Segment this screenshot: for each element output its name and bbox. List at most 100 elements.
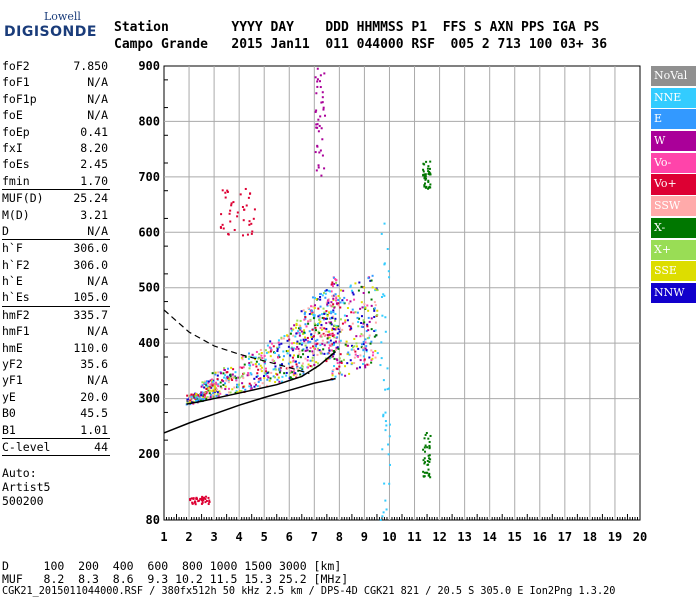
echo-dot — [190, 395, 193, 398]
echo-dot — [306, 339, 309, 342]
echo-dot — [328, 311, 331, 314]
echo-dot — [334, 348, 337, 351]
echo-dot — [335, 326, 338, 329]
echo-dot — [339, 318, 342, 321]
echo-dot — [249, 192, 252, 195]
echo-dot — [189, 399, 192, 402]
echo-dot — [383, 222, 386, 225]
echo-dot — [429, 173, 432, 176]
param-separator — [2, 455, 110, 457]
echo-dot — [278, 371, 281, 374]
echo-dot — [330, 290, 333, 293]
echo-dot — [217, 383, 220, 386]
echo-dot — [298, 353, 301, 356]
echo-dot — [266, 378, 269, 381]
echo-dot — [302, 353, 305, 356]
echo-dot — [189, 400, 192, 403]
echo-dot — [335, 340, 338, 343]
distance-row: D 100 200 400 600 800 1000 1500 3000 [km… — [2, 559, 342, 573]
echo-dot — [337, 302, 340, 305]
echo-dot — [217, 385, 220, 388]
echo-dot — [319, 320, 322, 323]
echo-dot — [207, 503, 210, 506]
echo-dot — [319, 298, 322, 301]
echo-dot — [320, 326, 323, 329]
echo-dot — [328, 321, 331, 324]
echo-dot — [372, 351, 375, 354]
param-label: yF2 — [2, 357, 23, 372]
echo-dot — [299, 373, 302, 376]
echo-dot — [329, 339, 332, 342]
echo-dot — [258, 385, 261, 388]
echo-dot — [276, 346, 279, 349]
echo-dot — [295, 366, 298, 369]
echo-dot — [374, 321, 377, 324]
echo-dot — [326, 334, 329, 337]
echo-dot — [361, 306, 364, 309]
echo-dot — [205, 398, 208, 401]
echo-dot — [235, 390, 238, 393]
echo-dot — [355, 342, 358, 345]
echo-dot — [339, 289, 342, 292]
echo-dot — [233, 376, 236, 379]
echo-dot — [279, 366, 282, 369]
echo-dot — [247, 357, 250, 360]
echo-dot — [359, 307, 362, 310]
echo-dot — [325, 301, 328, 304]
echo-dot — [343, 296, 346, 299]
echo-dot — [310, 311, 313, 314]
echo-dot — [311, 359, 314, 362]
echo-dot — [234, 371, 237, 374]
echo-dot — [205, 495, 208, 498]
param-label: h`F2 — [2, 257, 30, 272]
param-label: h`Es — [2, 290, 30, 305]
echo-dot — [308, 350, 311, 353]
x-tick-label: 6 — [286, 530, 293, 544]
echo-dot — [309, 340, 312, 343]
echo-dot — [283, 372, 286, 375]
echo-dot — [427, 186, 430, 189]
echo-dot — [264, 349, 267, 352]
echo-dot — [293, 370, 296, 373]
echo-dot — [317, 164, 320, 167]
echo-dot — [265, 351, 268, 354]
echo-dot — [348, 302, 351, 305]
echo-dot — [259, 368, 262, 371]
param-value: 7.850 — [73, 59, 108, 73]
x-tick-label: 1 — [160, 530, 167, 544]
echo-dot — [201, 381, 204, 384]
echo-dot — [311, 345, 314, 348]
echo-dot — [347, 351, 350, 354]
echo-dot — [306, 349, 309, 352]
echo-dot — [299, 339, 302, 342]
echo-dot — [297, 354, 300, 357]
echo-dot — [316, 80, 319, 83]
echo-dot — [253, 208, 256, 211]
echo-dot — [215, 394, 218, 397]
echo-dot — [321, 316, 324, 319]
echo-dot — [288, 338, 291, 341]
echo-dot — [282, 355, 285, 358]
echo-dot — [426, 446, 429, 449]
echo-dot — [311, 328, 314, 331]
echo-dot — [422, 168, 425, 171]
echo-dot — [256, 374, 259, 377]
echo-dot — [214, 383, 217, 386]
echo-dot — [224, 388, 227, 391]
echo-dot — [295, 373, 298, 376]
echo-dot — [321, 342, 324, 345]
echo-dot — [203, 397, 206, 400]
echo-dot — [312, 354, 315, 357]
echo-dot — [236, 211, 239, 214]
echo-dot — [227, 387, 230, 390]
echo-dot — [272, 345, 275, 348]
echo-dot — [228, 377, 231, 380]
echo-dot — [331, 281, 334, 284]
echo-dot — [329, 333, 332, 336]
echo-dot — [428, 167, 431, 170]
legend-item: W — [651, 131, 696, 152]
param-row: MUF(D) 25.24 — [0, 190, 112, 206]
echo-dot — [247, 196, 250, 199]
echo-dot — [285, 371, 288, 374]
echo-dot — [423, 471, 426, 474]
